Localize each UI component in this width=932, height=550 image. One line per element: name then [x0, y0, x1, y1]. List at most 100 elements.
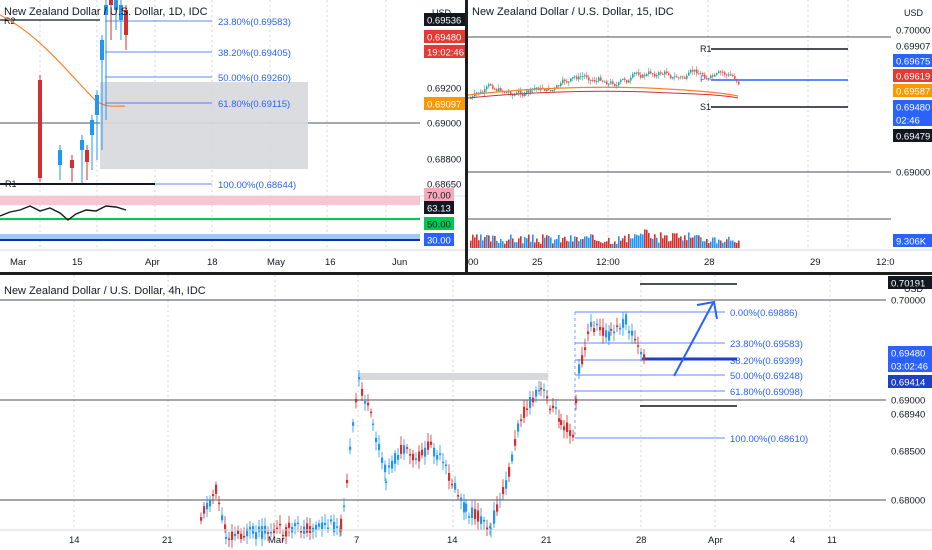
h4-candle-73 — [412, 453, 415, 461]
h4-candle-13 — [237, 529, 240, 534]
m15-candle-133 — [736, 78, 738, 82]
h4-candle-98 — [486, 527, 489, 530]
h4-x-tick-9: 11 — [827, 535, 837, 546]
m15-volume-bar-87 — [644, 229, 646, 248]
m15-price-label-1-bg — [893, 39, 932, 52]
h4-candle-118 — [543, 389, 546, 391]
m15-volume-bar-34 — [538, 242, 540, 248]
m15-chart-canvas[interactable]: R1 P S1 0.70000 0.69907 0.69675 0.69619 0.69587… — [468, 0, 932, 272]
m15-volume-bar-74 — [618, 236, 620, 248]
m15-volume-bar-104 — [678, 237, 680, 248]
m15-chart-title: New Zealand Dollar / U.S. Dollar, 15, ID… — [472, 6, 674, 18]
horizontal-pane-divider[interactable] — [0, 272, 932, 275]
m15-candle-72 — [614, 84, 616, 87]
daily-fib-label-4: 100.00%(0.68644) — [218, 180, 296, 191]
h4-candle-89 — [460, 497, 463, 502]
daily-chart-canvas[interactable]: 23.80%(0.69583) 38.20%(0.69405) 50.00%(0.6… — [0, 0, 465, 272]
h4-price-label-8: 0.68000 — [891, 496, 925, 507]
h4-chart-pane[interactable]: 0.00%(0.69886) 23.80%(0.69583) 38.20%(0.69… — [0, 275, 932, 550]
m15-candle-113 — [696, 69, 698, 74]
m15-volume-bar-125 — [720, 240, 722, 248]
m15-candle-6 — [482, 91, 484, 93]
h4-candle-19 — [255, 532, 258, 539]
h4-candle-52 — [352, 422, 355, 426]
m15-candle-128 — [726, 74, 728, 76]
h4-candle-140 — [608, 331, 611, 341]
h4-candle-78 — [427, 441, 430, 450]
daily-candle-1 — [58, 150, 62, 165]
daily-x-tick-3: 18 — [207, 257, 218, 268]
h4-candle-59 — [372, 423, 375, 426]
m15-volume-bar-84 — [638, 235, 640, 248]
m15-candle-97 — [664, 71, 666, 75]
m15-volume-bar-77 — [624, 235, 626, 248]
m15-volume-bar-127 — [724, 241, 726, 248]
m15-volume-bar-33 — [536, 238, 538, 248]
m15-candle-7 — [484, 89, 486, 93]
h4-candle-17 — [249, 526, 252, 531]
m15-volume-bar-10 — [490, 241, 492, 248]
m15-volume-bar-130 — [730, 240, 732, 248]
m15-price-label-8-bg — [893, 165, 932, 178]
daily-price-label-3-bg — [424, 81, 465, 94]
daily-rsi-label-3-bg — [424, 233, 454, 246]
daily-rsi-label-2-bg — [424, 217, 454, 230]
m15-candle-106 — [682, 76, 684, 78]
m15-volume-bar-13 — [496, 240, 498, 248]
m15-x-tick-3: 28 — [704, 257, 715, 268]
h4-candle-146 — [625, 314, 628, 325]
h4-candle-64 — [385, 481, 388, 483]
h4-candle-15 — [243, 535, 246, 538]
m15-volume-bar-83 — [636, 234, 638, 248]
m15-candle-62 — [594, 80, 596, 82]
h4-candle-51 — [349, 446, 352, 450]
daily-rsi-label-0: 70.00 — [427, 191, 451, 202]
m15-volume-bar-110 — [690, 237, 692, 248]
m15-volume-bar-57 — [584, 236, 586, 248]
daily-price-label-0-bg — [424, 13, 465, 26]
m15-candle-4 — [478, 92, 480, 94]
m15-volume-bar-38 — [546, 235, 548, 248]
m15-volume-bar-134 — [738, 240, 740, 248]
h4-candle-76 — [421, 449, 424, 456]
m15-candle-111 — [692, 69, 694, 72]
m15-volume-bar-46 — [562, 237, 564, 248]
vertical-pane-divider[interactable] — [465, 0, 468, 276]
h4-candle-61 — [378, 444, 381, 450]
daily-candle-10 — [114, 0, 118, 10]
daily-candle-12 — [124, 10, 128, 35]
h4-candle-7 — [221, 515, 224, 521]
m15-volume-bar-126 — [722, 242, 724, 248]
h4-candle-49 — [343, 505, 346, 508]
m15-candle-65 — [600, 77, 602, 81]
h4-candle-39 — [315, 524, 318, 530]
daily-chart-pane[interactable]: 23.80%(0.69583) 38.20%(0.69405) 50.00%(0.6… — [0, 0, 465, 272]
h4-candle-80 — [433, 447, 436, 457]
m15-x-tick-1: 25 — [532, 257, 543, 268]
h4-candle-144 — [619, 327, 622, 330]
m15-volume-bar-20 — [510, 234, 512, 248]
h4-candle-28 — [282, 534, 285, 537]
h4-candle-119 — [546, 396, 549, 399]
daily-price-label-3: 0.69200 — [427, 84, 461, 95]
m15-volume-bar-53 — [576, 237, 578, 248]
h4-candle-27 — [279, 523, 282, 526]
h4-candle-103 — [499, 498, 502, 501]
m15-candle-37 — [544, 88, 546, 91]
h4-chart-canvas[interactable]: 0.00%(0.69886) 23.80%(0.69583) 38.20%(0.69… — [0, 275, 932, 550]
m15-volume-bar-25 — [520, 236, 522, 248]
h4-candle-4 — [212, 494, 215, 497]
m15-candle-25 — [520, 91, 522, 95]
h4-price-label-3: 03:02:46 — [891, 362, 928, 373]
m15-price-label-0: 0.70000 — [896, 26, 930, 37]
m15-volume-bar-42 — [554, 239, 556, 248]
m15-volume-bar-51 — [572, 241, 574, 248]
m15-currency-label: USD — [904, 8, 924, 18]
h4-candle-34 — [300, 531, 303, 533]
h4-candle-53 — [355, 398, 358, 403]
m15-chart-pane[interactable]: R1 P S1 0.70000 0.69907 0.69675 0.69619 0.69587… — [468, 0, 932, 272]
m15-volume-bar-81 — [632, 238, 634, 248]
daily-x-tick-0: Mar — [10, 257, 26, 268]
m15-volume-bar-94 — [658, 242, 660, 248]
h4-candle-134 — [590, 322, 593, 327]
